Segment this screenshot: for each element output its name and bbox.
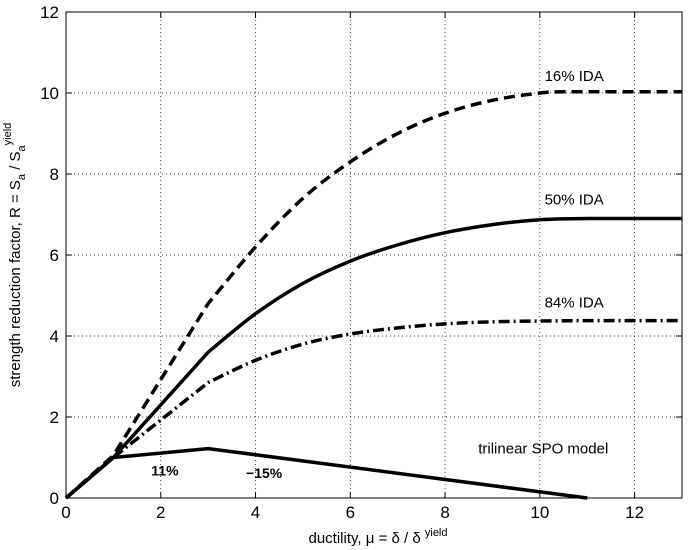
x-tick-label: 0	[61, 503, 70, 522]
y-tick-label: 6	[50, 246, 59, 265]
y-tick-label: 4	[50, 327, 59, 346]
y-tick-label: 10	[40, 84, 59, 103]
annotations: 16% IDA 50% IDA 84% IDA trilinear SPO model…	[151, 68, 608, 481]
annotation-label: trilinear SPO model	[478, 440, 608, 457]
x-tick-label: 12	[625, 503, 644, 522]
series-line-16-ida	[64, 89, 682, 500]
y-axis-label: strength reduction factor, R = Sa / Sayi…	[2, 123, 28, 388]
y-tick-label: 12	[40, 3, 59, 22]
grid-lines	[66, 12, 682, 498]
annotation-label: 11%	[151, 463, 179, 479]
series-line-84-ida	[64, 318, 682, 500]
x-tick-label: 10	[530, 503, 549, 522]
series-lines	[64, 89, 682, 500]
y-tick-label: 8	[50, 165, 59, 184]
y-tick-label: 2	[50, 408, 59, 427]
annotation-label: 50% IDA	[545, 191, 604, 208]
annotation-label: 84% IDA	[545, 295, 604, 312]
x-tick-label: 8	[440, 503, 449, 522]
series-line-50-ida	[64, 216, 682, 500]
y-tick-label: 0	[50, 489, 59, 508]
series-line-trilinear-spo-model	[64, 446, 588, 500]
x-axis-label: ductility, μ = δ / δ yield	[309, 527, 448, 547]
annotation-label: 16% IDA	[545, 68, 604, 85]
annotation-label: −15%	[246, 465, 283, 481]
x-tick-label: 2	[156, 503, 165, 522]
x-tick-label: 4	[251, 503, 260, 522]
x-tick-label: 6	[346, 503, 355, 522]
axis-ticks: 0 2 4 6 8 10 12 0 2 4 6 8 10 12	[40, 3, 682, 522]
